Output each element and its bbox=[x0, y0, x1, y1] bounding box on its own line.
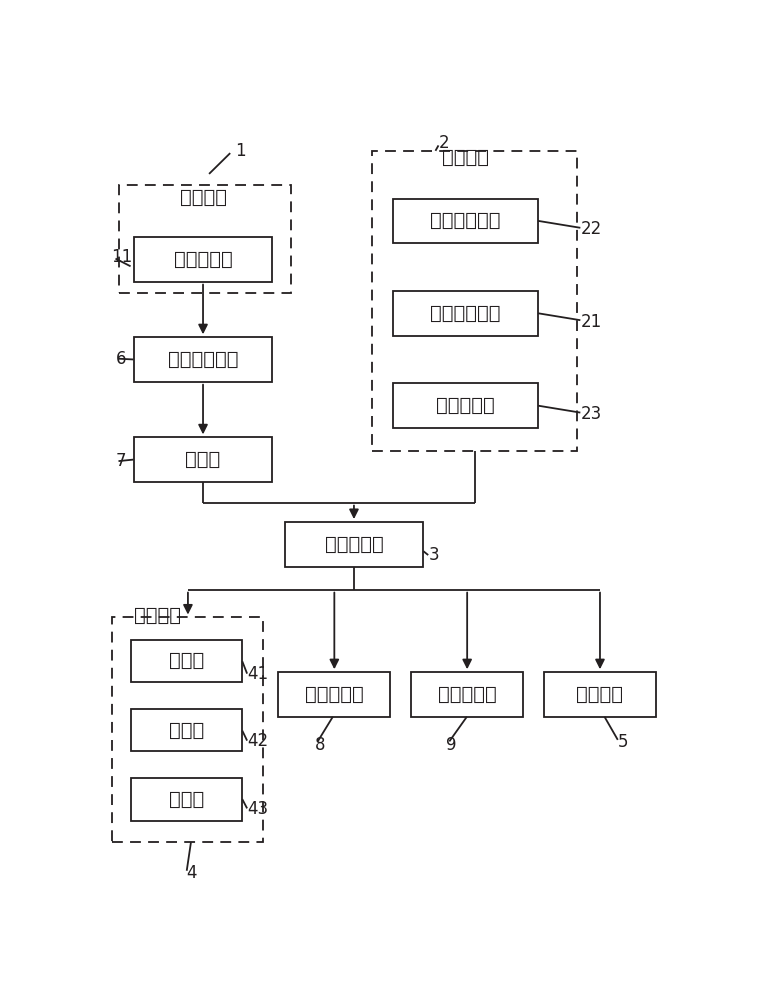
Bar bbox=[131, 778, 242, 821]
Bar bbox=[118, 185, 291, 293]
Bar bbox=[112, 617, 263, 842]
Text: 微型摄像机: 微型摄像机 bbox=[174, 250, 232, 269]
Text: 显示屏: 显示屏 bbox=[185, 450, 220, 469]
Bar bbox=[279, 672, 390, 717]
Text: 4: 4 bbox=[187, 864, 197, 882]
Bar bbox=[411, 672, 523, 717]
Text: 中央控制器: 中央控制器 bbox=[325, 535, 383, 554]
Text: 检测模块: 检测模块 bbox=[442, 147, 489, 166]
Text: 23: 23 bbox=[580, 405, 601, 423]
Text: 21: 21 bbox=[580, 313, 601, 331]
Bar bbox=[372, 151, 577, 451]
Bar bbox=[544, 672, 656, 717]
Bar bbox=[134, 337, 273, 382]
Bar bbox=[134, 437, 273, 482]
Text: 洒水器: 洒水器 bbox=[169, 790, 204, 809]
Bar bbox=[393, 199, 538, 243]
Text: 42: 42 bbox=[247, 732, 268, 750]
Text: 1: 1 bbox=[235, 142, 245, 160]
Text: 第一报警器: 第一报警器 bbox=[305, 685, 364, 704]
Bar bbox=[131, 640, 242, 682]
Text: 7: 7 bbox=[115, 452, 126, 470]
Text: 41: 41 bbox=[247, 665, 268, 683]
Bar bbox=[131, 709, 242, 751]
Text: 8: 8 bbox=[315, 736, 325, 754]
Text: 温度检测模块: 温度检测模块 bbox=[430, 304, 501, 323]
Text: 11: 11 bbox=[111, 248, 132, 266]
Text: 烟雾传感器: 烟雾传感器 bbox=[436, 396, 495, 415]
Text: 第二报警器: 第二报警器 bbox=[438, 685, 496, 704]
Text: 监测模块: 监测模块 bbox=[179, 188, 227, 207]
Bar bbox=[393, 291, 538, 336]
Text: 5: 5 bbox=[618, 733, 629, 751]
Text: 电源模块: 电源模块 bbox=[576, 685, 623, 704]
Text: 22: 22 bbox=[580, 220, 601, 238]
Text: 9: 9 bbox=[446, 736, 456, 754]
Text: 2: 2 bbox=[439, 134, 449, 152]
Text: 湿度检测模块: 湿度检测模块 bbox=[430, 211, 501, 230]
Bar bbox=[393, 383, 538, 428]
Text: 无线传输模块: 无线传输模块 bbox=[167, 350, 238, 369]
Text: 3: 3 bbox=[428, 546, 439, 564]
Text: 调节模块: 调节模块 bbox=[134, 606, 182, 625]
Text: 散热器: 散热器 bbox=[169, 651, 204, 670]
Bar bbox=[134, 237, 273, 282]
Text: 6: 6 bbox=[115, 350, 126, 368]
Text: 除湿器: 除湿器 bbox=[169, 721, 204, 740]
Text: 43: 43 bbox=[247, 800, 268, 818]
Bar bbox=[284, 522, 424, 567]
